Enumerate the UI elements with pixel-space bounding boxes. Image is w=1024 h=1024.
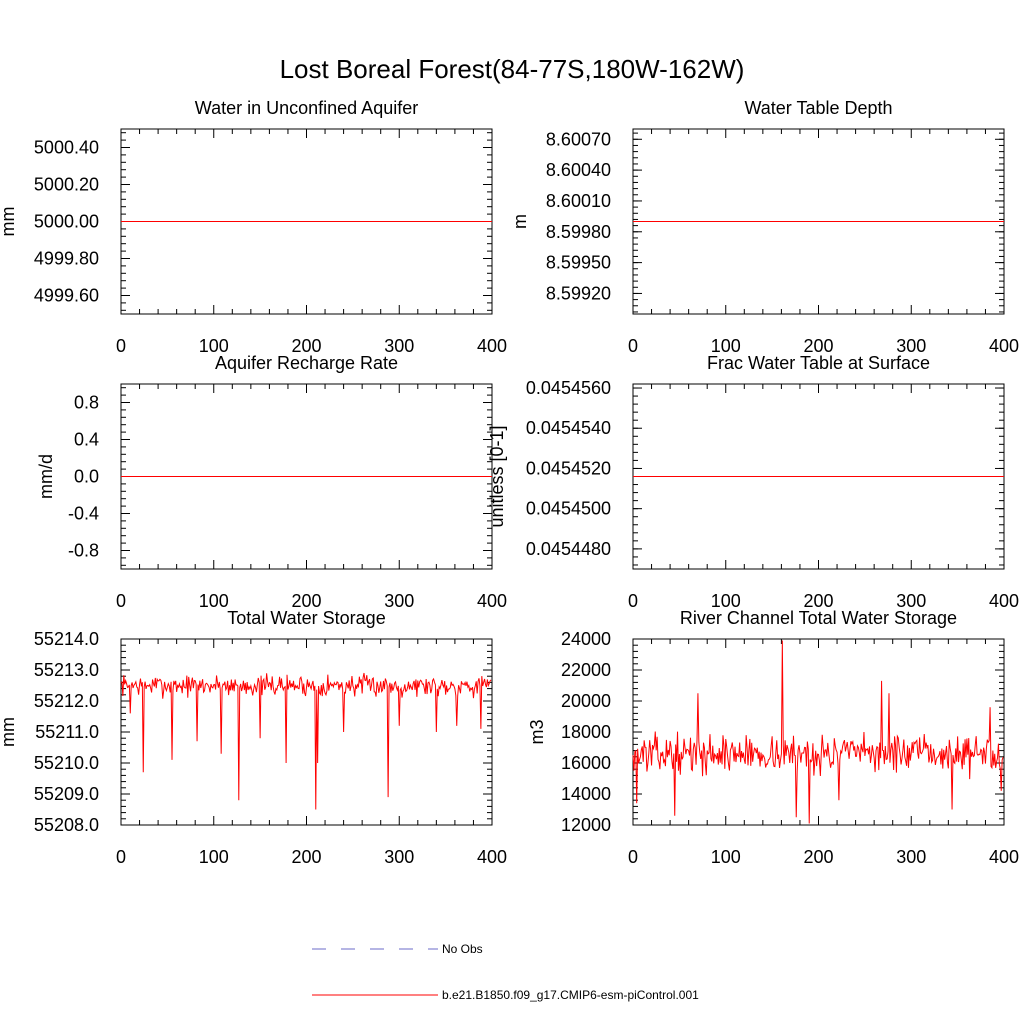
y-tick-label: 0.0454520 xyxy=(526,458,611,478)
y-tick-label: 0.0 xyxy=(74,467,99,487)
y-tick-label: 55210.0 xyxy=(34,753,99,773)
x-tick-label: 0 xyxy=(116,591,126,611)
y-tick-label: 4999.80 xyxy=(34,249,99,269)
panel-frac-water-table-at-surface: Frac Water Table at Surface unitless [0-1… xyxy=(487,353,1019,611)
panel-water-table-depth: Water Table Depth m 0 100 200 300 400 8.59920 8.… xyxy=(510,98,1019,356)
y-axis-label: mm xyxy=(0,717,18,747)
x-tick-label: 100 xyxy=(711,336,741,356)
y-tick-label: 16000 xyxy=(561,753,611,773)
x-tick-label: 400 xyxy=(477,591,507,611)
y-tick-label: 0.8 xyxy=(74,393,99,413)
x-tick-label: 300 xyxy=(384,847,414,867)
y-tick-label: 55213.0 xyxy=(34,660,99,680)
panel-river-channel-total-water-storage: River Channel Total Water Storage m3 0 100 2… xyxy=(527,608,1019,867)
y-tick-label: 0.4 xyxy=(74,430,99,450)
x-tick-label: 100 xyxy=(199,591,229,611)
y-tick-label: -0.4 xyxy=(68,504,99,524)
y-tick-label: 20000 xyxy=(561,691,611,711)
x-tick-label: 200 xyxy=(291,336,321,356)
x-tick-label: 100 xyxy=(199,847,229,867)
y-tick-label: 24000 xyxy=(561,629,611,649)
x-tick-label: 0 xyxy=(116,336,126,356)
y-tick-label: 8.60040 xyxy=(546,160,611,180)
y-tick-label: 0.0454500 xyxy=(526,499,611,519)
x-tick-label: 400 xyxy=(477,847,507,867)
x-tick-label: 400 xyxy=(989,591,1019,611)
y-tick-label: -0.8 xyxy=(68,541,99,561)
y-tick-label: 14000 xyxy=(561,784,611,804)
series-line xyxy=(632,640,1004,824)
y-axis-label: m xyxy=(510,214,530,229)
x-tick-label: 200 xyxy=(803,591,833,611)
panel-title: Frac Water Table at Surface xyxy=(707,353,930,373)
y-tick-label: 0.0454560 xyxy=(526,378,611,398)
x-tick-label: 300 xyxy=(384,591,414,611)
panel-title: River Channel Total Water Storage xyxy=(680,608,957,628)
series-line xyxy=(120,672,492,810)
x-tick-label: 200 xyxy=(803,336,833,356)
x-tick-label: 400 xyxy=(989,336,1019,356)
y-tick-label: 55214.0 xyxy=(34,629,99,649)
y-tick-label: 4999.60 xyxy=(34,286,99,306)
x-tick-label: 0 xyxy=(628,336,638,356)
panel-water-in-unconfined-aquifer: Water in Unconfined Aquifer mm 0 100 200 300 4… xyxy=(0,98,507,356)
legend-label-model: b.e21.B1850.f09_g17.CMIP6-esm-piControl.… xyxy=(442,988,699,1002)
x-tick-label: 100 xyxy=(711,847,741,867)
y-tick-label: 55208.0 xyxy=(34,815,99,835)
y-tick-label: 8.59950 xyxy=(546,253,611,273)
y-tick-label: 55212.0 xyxy=(34,691,99,711)
x-tick-label: 0 xyxy=(628,591,638,611)
y-tick-label: 5000.00 xyxy=(34,212,99,232)
x-tick-label: 0 xyxy=(628,847,638,867)
x-tick-label: 0 xyxy=(116,847,126,867)
panel-title: Total Water Storage xyxy=(227,608,385,628)
x-tick-label: 300 xyxy=(384,336,414,356)
y-tick-label: 5000.20 xyxy=(34,175,99,195)
x-tick-label: 300 xyxy=(896,336,926,356)
y-axis-label: mm xyxy=(0,207,18,237)
y-axis-label: m3 xyxy=(527,719,547,744)
panel-aquifer-recharge-rate: Aquifer Recharge Rate mm/d 0 100 200 300 400 -0… xyxy=(36,353,507,611)
y-tick-label: 22000 xyxy=(561,660,611,680)
x-tick-label: 100 xyxy=(199,336,229,356)
x-tick-label: 300 xyxy=(896,591,926,611)
legend-label-no-obs: No Obs xyxy=(442,942,483,956)
figure-title: Lost Boreal Forest(84-77S,180W-162W) xyxy=(280,54,745,84)
x-tick-label: 200 xyxy=(291,847,321,867)
x-tick-label: 200 xyxy=(291,591,321,611)
plot-frame xyxy=(632,638,1005,826)
y-tick-label: 5000.40 xyxy=(34,138,99,158)
panel-total-water-storage: Total Water Storage mm 0 100 200 300 400 55208.… xyxy=(0,608,507,867)
panel-title: Water Table Depth xyxy=(744,98,892,118)
panel-title: Aquifer Recharge Rate xyxy=(215,353,398,373)
panel-title: Water in Unconfined Aquifer xyxy=(195,98,418,118)
y-tick-label: 12000 xyxy=(561,815,611,835)
y-tick-label: 55209.0 xyxy=(34,784,99,804)
y-tick-label: 8.60010 xyxy=(546,191,611,211)
y-tick-label: 55211.0 xyxy=(35,722,99,742)
y-tick-label: 18000 xyxy=(561,722,611,742)
x-tick-label: 300 xyxy=(896,847,926,867)
legend: No Obs b.e21.B1850.f09_g17.CMIP6-esm-piC… xyxy=(312,942,699,1002)
y-tick-label: 8.59920 xyxy=(546,283,611,303)
x-tick-label: 400 xyxy=(989,847,1019,867)
x-tick-label: 200 xyxy=(803,847,833,867)
y-tick-label: 8.60070 xyxy=(546,129,611,149)
y-tick-label: 0.0454540 xyxy=(526,418,611,438)
x-tick-label: 400 xyxy=(477,336,507,356)
y-tick-label: 8.59980 xyxy=(546,222,611,242)
y-axis-label: mm/d xyxy=(36,454,56,499)
y-tick-label: 0.0454480 xyxy=(526,539,611,559)
x-tick-label: 100 xyxy=(711,591,741,611)
y-axis-label: unitless [0-1] xyxy=(487,425,507,527)
